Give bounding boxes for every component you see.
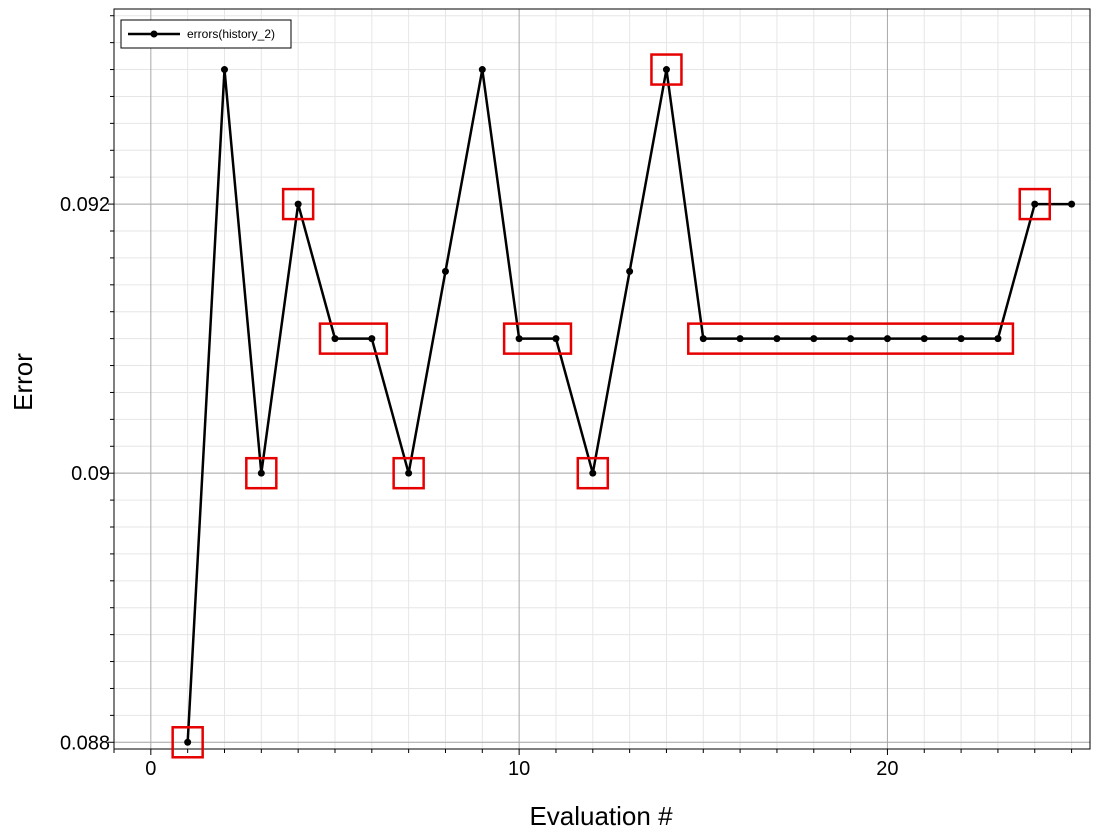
x-tick-label: 0	[145, 758, 156, 780]
highlight-box	[650, 53, 683, 86]
data-point	[699, 335, 707, 343]
data-point	[515, 335, 523, 343]
data-point	[184, 738, 192, 746]
highlight-box	[392, 456, 425, 490]
data-point	[220, 66, 228, 74]
data-point	[478, 66, 486, 74]
data-point	[1031, 200, 1039, 208]
highlight-box	[245, 456, 278, 490]
y-tick-label: 0.088	[60, 732, 110, 754]
legend-marker	[150, 30, 158, 38]
data-point	[994, 335, 1002, 343]
y-tick-label: 0.09	[71, 463, 110, 485]
data-point	[441, 267, 449, 275]
y-tick-label: 0.092	[60, 194, 110, 216]
data-point	[736, 335, 744, 343]
data-point	[847, 335, 855, 343]
highlight-box	[318, 322, 389, 355]
data-point	[957, 335, 965, 343]
highlight-box	[1018, 187, 1052, 221]
axes: 0.088 0.09 0.092 0 10 20	[60, 15, 1073, 780]
x-tick-label: 10	[508, 758, 530, 780]
highlight-box	[281, 187, 315, 221]
data-point	[662, 66, 670, 74]
data-point	[883, 335, 891, 343]
series-layer	[184, 66, 1076, 746]
highlight-box	[502, 322, 573, 355]
data-point	[331, 335, 339, 343]
data-point	[294, 200, 302, 208]
data-point	[1068, 200, 1076, 208]
data-point	[810, 335, 818, 343]
grid	[113, 9, 1090, 749]
y-axis-title: Error	[8, 353, 38, 411]
data-point	[589, 469, 597, 477]
data-point	[257, 469, 265, 477]
highlight-box	[687, 322, 1015, 355]
highlight-box	[576, 456, 610, 490]
highlight-layer	[171, 53, 1052, 759]
x-tick-label: 20	[876, 758, 898, 780]
data-point	[773, 335, 781, 343]
x-axis-title: Evaluation #	[529, 801, 673, 831]
legend: errors(history_2)	[120, 19, 292, 49]
data-point	[626, 267, 634, 275]
data-point	[552, 335, 560, 343]
data-point	[920, 335, 928, 343]
plot-frame	[113, 8, 1091, 750]
legend-label: errors(history_2)	[187, 27, 275, 41]
highlight-box	[171, 726, 204, 759]
data-point	[405, 469, 413, 477]
data-point	[368, 335, 376, 343]
